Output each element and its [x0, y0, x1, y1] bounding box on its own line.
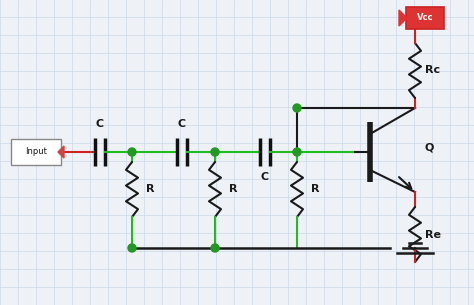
- Text: R: R: [229, 184, 237, 194]
- Circle shape: [128, 244, 136, 252]
- Text: Rc: Rc: [425, 65, 440, 75]
- Text: Vcc: Vcc: [417, 13, 433, 23]
- Circle shape: [211, 148, 219, 156]
- Circle shape: [293, 104, 301, 112]
- Text: Re: Re: [425, 230, 441, 240]
- FancyBboxPatch shape: [406, 7, 444, 29]
- Polygon shape: [58, 146, 64, 158]
- Text: Q: Q: [425, 142, 434, 152]
- Text: Input: Input: [25, 148, 47, 156]
- FancyBboxPatch shape: [11, 139, 61, 165]
- Text: R: R: [311, 184, 319, 194]
- Circle shape: [128, 148, 136, 156]
- Text: R: R: [146, 184, 155, 194]
- Text: C: C: [96, 119, 104, 129]
- Text: C: C: [178, 119, 186, 129]
- Circle shape: [293, 148, 301, 156]
- Text: C: C: [261, 172, 269, 182]
- Circle shape: [211, 244, 219, 252]
- Polygon shape: [399, 10, 407, 26]
